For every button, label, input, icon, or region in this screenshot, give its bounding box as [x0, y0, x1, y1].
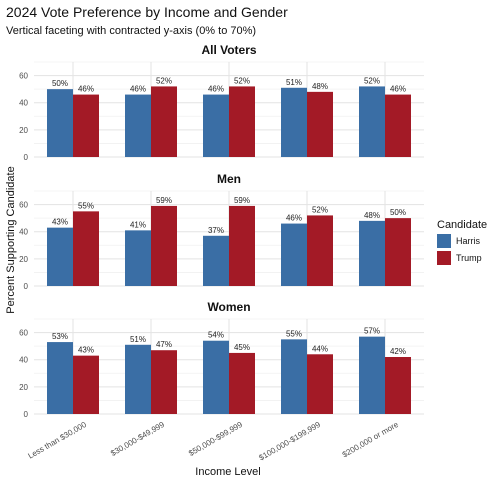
data-label: 43% — [78, 346, 94, 355]
bar-harris — [47, 89, 73, 157]
data-label: 55% — [78, 201, 94, 210]
bar-harris — [281, 223, 307, 286]
bar-harris — [47, 227, 73, 286]
data-label: 43% — [52, 218, 68, 227]
bar-trump — [307, 354, 333, 414]
data-label: 37% — [208, 226, 224, 235]
facet-women: Women 0 20 40 60 53% 51% 54% 55% 57% 43% 47% 45% 44% 4… — [19, 300, 424, 419]
x-axis-label: Income Level — [195, 466, 260, 478]
bar-trump — [385, 357, 411, 414]
bar-harris — [125, 344, 151, 414]
bar-harris — [359, 220, 385, 286]
bar-harris — [203, 340, 229, 414]
data-label: 42% — [390, 347, 406, 356]
y-tick-label: 20 — [19, 383, 28, 392]
data-label: 52% — [156, 76, 172, 85]
y-tick-label: 60 — [19, 201, 28, 210]
bar-trump — [385, 218, 411, 286]
x-tick-label: $200,000 or more — [341, 420, 401, 460]
bar-trump — [151, 350, 177, 414]
data-label: 46% — [286, 214, 302, 223]
bar-trump — [307, 215, 333, 286]
data-label: 51% — [286, 78, 302, 87]
data-label: 45% — [234, 343, 250, 352]
bar-trump — [385, 94, 411, 157]
bar-trump — [229, 205, 255, 286]
data-label: 46% — [130, 85, 146, 94]
data-label: 47% — [156, 340, 172, 349]
bar-harris — [125, 230, 151, 286]
chart-title: 2024 Vote Preference by Income and Gende… — [6, 4, 288, 20]
data-label: 41% — [130, 220, 146, 229]
data-label: 51% — [130, 335, 146, 344]
data-label: 53% — [52, 332, 68, 341]
legend-label: Trump — [456, 253, 482, 263]
data-label: 50% — [52, 79, 68, 88]
bar-trump — [307, 91, 333, 157]
y-tick-label: 60 — [19, 329, 28, 338]
y-tick-label: 20 — [19, 126, 28, 135]
legend-title: Candidate — [437, 219, 487, 231]
data-label: 59% — [156, 196, 172, 205]
bar-trump — [73, 94, 99, 157]
bar-harris — [281, 339, 307, 414]
data-label: 52% — [364, 76, 380, 85]
legend-label: Harris — [456, 236, 480, 246]
x-tick-label: $50,000-$99,999 — [187, 420, 244, 458]
y-axis-label: Percent Supporting Candidate — [5, 166, 17, 313]
legend-swatch-harris — [437, 234, 451, 248]
data-label: 54% — [208, 331, 224, 340]
data-label: 52% — [234, 76, 250, 85]
y-tick-label: 0 — [24, 153, 29, 162]
legend: Harris Trump — [437, 234, 482, 265]
bar-trump — [73, 355, 99, 414]
data-label: 57% — [364, 327, 380, 336]
x-tick-label: $100,000-$199,999 — [257, 420, 322, 463]
bar-harris — [359, 86, 385, 157]
bar-trump — [151, 205, 177, 286]
facet-strip-label: Men — [217, 172, 241, 186]
x-tick-label: Less than $30,000 — [26, 420, 88, 461]
data-label: 46% — [78, 85, 94, 94]
data-label: 46% — [208, 85, 224, 94]
bar-trump — [151, 86, 177, 157]
y-tick-label: 0 — [24, 410, 29, 419]
y-tick-label: 20 — [19, 255, 28, 264]
bar-harris — [281, 87, 307, 157]
bar-trump — [229, 352, 255, 414]
data-label: 55% — [286, 329, 302, 338]
facet-strip-label: All Voters — [201, 43, 256, 57]
data-label: 59% — [234, 196, 250, 205]
facet-all-voters: All Voters 0 20 40 60 50% 46% 46% 51% 52% 46% 52% 52… — [19, 43, 424, 162]
bar-harris — [203, 235, 229, 286]
x-tick-label: $30,000-$49,999 — [109, 420, 166, 458]
bar-harris — [125, 94, 151, 157]
facet-strip-label: Women — [207, 300, 250, 314]
data-label: 50% — [390, 208, 406, 217]
legend-swatch-trump — [437, 251, 451, 265]
bar-trump — [229, 86, 255, 157]
data-label: 48% — [364, 211, 380, 220]
bar-trump — [73, 211, 99, 286]
y-tick-label: 60 — [19, 72, 28, 81]
facet-panels: All Voters 0 20 40 60 50% 46% 46% 51% 52% 46% 52% 52… — [19, 43, 424, 462]
data-label: 46% — [390, 85, 406, 94]
y-tick-label: 40 — [19, 228, 28, 237]
y-tick-label: 40 — [19, 99, 28, 108]
y-tick-label: 0 — [24, 282, 29, 291]
bar-harris — [359, 336, 385, 414]
data-label: 48% — [312, 82, 328, 91]
y-tick-label: 40 — [19, 356, 28, 365]
bar-harris — [203, 94, 229, 157]
facet-men: Men 0 20 40 60 43% 41% 37% 46% 48% 55% 59% 59% 52% 50% — [19, 172, 424, 291]
chart-subtitle: Vertical faceting with contracted y-axis… — [6, 25, 256, 37]
data-label: 44% — [312, 344, 328, 353]
data-label: 52% — [312, 205, 328, 214]
bar-harris — [47, 342, 73, 414]
